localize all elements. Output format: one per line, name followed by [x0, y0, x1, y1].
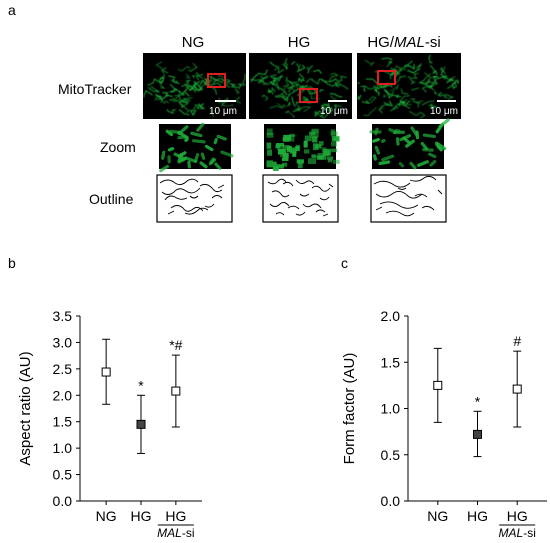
mitochondria-network-ng	[143, 61, 246, 118]
micrograph-ng: 10 μm	[143, 53, 246, 119]
x-tick-label: HG	[165, 508, 186, 524]
zoom-region-box-hg-mal-si	[377, 70, 396, 85]
form-factor-chart: 0.0 0.5 1.0 1.5 2.0 Form factor (AU) NG HG * HG MA…	[341, 308, 547, 540]
zoom-tile-hg	[264, 124, 340, 171]
y-axis-label: Aspect ratio (AU)	[17, 351, 34, 465]
micrograph-hg-mal-si: 10 μm	[357, 53, 461, 119]
x-tick-sublabel: MAL-si	[157, 526, 194, 540]
scale-bar-label-hg-mal-si: 10 μm	[430, 106, 458, 117]
y-tick-label: 0.0	[53, 493, 73, 509]
panel-c-label: c	[341, 255, 348, 271]
zoom-region-box-ng	[207, 73, 226, 88]
mean-marker	[473, 429, 482, 439]
row-label-zoom: Zoom	[100, 139, 136, 155]
y-tick-label: 1.5	[381, 354, 401, 370]
y-tick-label: 1.0	[381, 401, 401, 417]
mean-marker	[512, 384, 522, 394]
zoom-region-box-hg	[299, 88, 318, 103]
y-tick-label: 0.5	[381, 447, 401, 463]
outline-tile-hg	[262, 174, 339, 223]
y-tick-label: 2.5	[53, 361, 73, 377]
y-tick-label: 1.5	[53, 414, 73, 430]
y-tick-label: 2.0	[381, 308, 401, 324]
zoom-texture-hg	[266, 128, 340, 171]
row-label-outline: Outline	[89, 191, 134, 207]
y-tick-label: 0.5	[53, 467, 73, 483]
zoom-tile-ng	[159, 122, 234, 173]
outline-tile-hg-mal-si	[370, 174, 447, 223]
column-header-hg-mal-si: HG/MAL-si	[367, 34, 440, 51]
y-tick-label: 3.0	[53, 334, 73, 350]
mean-marker	[171, 386, 181, 396]
x-tick-label: NG	[427, 508, 448, 524]
y-tick-label: 2.0	[53, 387, 73, 403]
zoom-texture-hg-mal-si	[369, 118, 450, 170]
scale-bar-label-ng: 10 μm	[209, 106, 237, 117]
x-tick-label: HG	[507, 508, 528, 524]
panel-a-label: a	[8, 2, 16, 18]
significance-annotation: *	[475, 393, 481, 409]
micrograph-hg: 10 μm	[249, 53, 352, 119]
mean-marker	[136, 419, 146, 429]
zoom-tile-hg-mal-si	[369, 118, 450, 170]
y-tick-label: 0.0	[381, 493, 401, 509]
zoom-texture-ng	[159, 122, 234, 173]
mean-marker	[433, 380, 443, 390]
x-tick-label: NG	[96, 508, 117, 524]
x-tick-sublabel: MAL-si	[499, 526, 536, 540]
significance-annotation: *#	[169, 337, 182, 353]
mean-marker	[101, 367, 111, 377]
panel-b-label: b	[8, 255, 16, 271]
column-header-ng: NG	[182, 34, 205, 51]
aspect-ratio-chart: 0.0 0.5 1.0 1.5 2.0 2.5 3.0 3.5 Aspect ratio (AU…	[17, 308, 202, 540]
x-tick-label: HG	[131, 508, 152, 524]
y-axis-label: Form factor (AU)	[341, 353, 358, 465]
column-header-hg: HG	[288, 34, 311, 51]
outline-tile-ng	[156, 174, 233, 223]
y-tick-label: 3.5	[53, 308, 73, 324]
row-label-mitotracker: MitoTracker	[58, 81, 132, 97]
scale-bar-label-hg: 10 μm	[320, 106, 348, 117]
x-tick-label: HG	[467, 508, 488, 524]
significance-annotation: *	[138, 377, 144, 393]
y-tick-label: 1.0	[53, 440, 73, 456]
significance-annotation: #	[513, 333, 521, 349]
